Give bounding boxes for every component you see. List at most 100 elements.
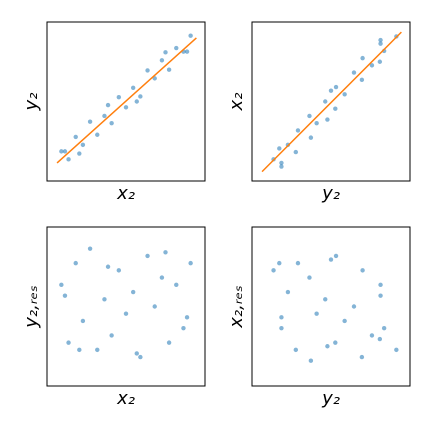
point	[138, 94, 143, 99]
point	[145, 68, 150, 73]
point	[295, 260, 301, 266]
point	[333, 106, 338, 111]
point	[116, 268, 122, 273]
point	[66, 157, 71, 162]
point	[342, 92, 347, 97]
point	[77, 151, 82, 156]
point	[333, 84, 339, 90]
point	[152, 304, 157, 309]
point	[328, 257, 334, 262]
point	[378, 37, 383, 43]
x-axis-label: y₂	[321, 183, 340, 204]
axes-frame	[251, 21, 411, 182]
point	[130, 289, 136, 295]
point	[279, 315, 284, 320]
point	[102, 113, 107, 119]
point	[307, 275, 312, 280]
point	[80, 318, 86, 324]
point	[181, 325, 186, 331]
point	[378, 41, 383, 46]
point	[359, 77, 365, 83]
point	[130, 85, 136, 90]
point	[123, 311, 129, 316]
point	[59, 282, 64, 288]
point	[102, 297, 107, 302]
y-axis-label: y₂	[21, 93, 42, 112]
point	[308, 358, 314, 363]
point	[87, 246, 93, 251]
point	[109, 120, 114, 126]
point	[145, 253, 150, 259]
point	[77, 347, 82, 353]
point	[378, 293, 383, 298]
point	[328, 88, 334, 93]
x-axis-label: x₂	[116, 388, 135, 409]
point	[62, 293, 68, 298]
point	[325, 344, 330, 349]
point	[105, 264, 111, 269]
point	[138, 354, 143, 360]
x-axis-label: x₂	[116, 183, 135, 204]
point	[333, 253, 339, 259]
point	[105, 102, 111, 108]
point	[159, 275, 165, 280]
point	[109, 333, 114, 338]
x-axis-label: y₂	[321, 388, 340, 409]
point	[279, 160, 284, 166]
point	[166, 340, 172, 345]
point	[351, 70, 357, 75]
point	[333, 340, 338, 345]
point	[285, 289, 291, 295]
point	[314, 311, 319, 316]
point	[277, 260, 282, 266]
fit-line	[56, 37, 197, 164]
point	[59, 149, 64, 154]
point	[73, 260, 78, 266]
point	[159, 58, 165, 63]
point	[174, 282, 179, 288]
point	[123, 105, 129, 110]
point	[188, 33, 193, 38]
point	[279, 164, 284, 169]
point	[378, 282, 383, 288]
point	[377, 336, 383, 342]
point	[166, 67, 172, 72]
axes-frame	[46, 21, 206, 182]
point	[295, 128, 301, 133]
axes-frame	[251, 226, 411, 387]
point	[184, 315, 190, 320]
point	[134, 99, 139, 104]
point	[62, 149, 68, 154]
point	[360, 55, 365, 61]
point	[293, 347, 299, 353]
point	[188, 260, 193, 266]
point	[323, 297, 328, 302]
point	[277, 146, 282, 151]
point	[73, 134, 78, 140]
axes-frame	[46, 226, 206, 387]
point	[323, 99, 328, 104]
point	[87, 119, 93, 124]
point	[184, 49, 190, 54]
point	[134, 351, 139, 356]
fit-line	[261, 31, 402, 173]
y-axis-label: y₂,ᵣₑₛ	[21, 285, 42, 328]
point	[369, 63, 375, 68]
point	[342, 318, 347, 324]
point	[174, 45, 179, 51]
point	[307, 113, 312, 119]
point	[279, 325, 284, 331]
point	[95, 132, 100, 137]
point	[66, 340, 71, 345]
point	[116, 94, 122, 100]
point	[351, 304, 357, 309]
point	[360, 268, 365, 273]
point	[314, 120, 319, 126]
point	[394, 347, 399, 353]
point	[95, 347, 100, 353]
point	[271, 268, 276, 273]
point	[308, 135, 314, 140]
y-axis-label: x₂	[226, 93, 247, 112]
point	[325, 117, 330, 122]
